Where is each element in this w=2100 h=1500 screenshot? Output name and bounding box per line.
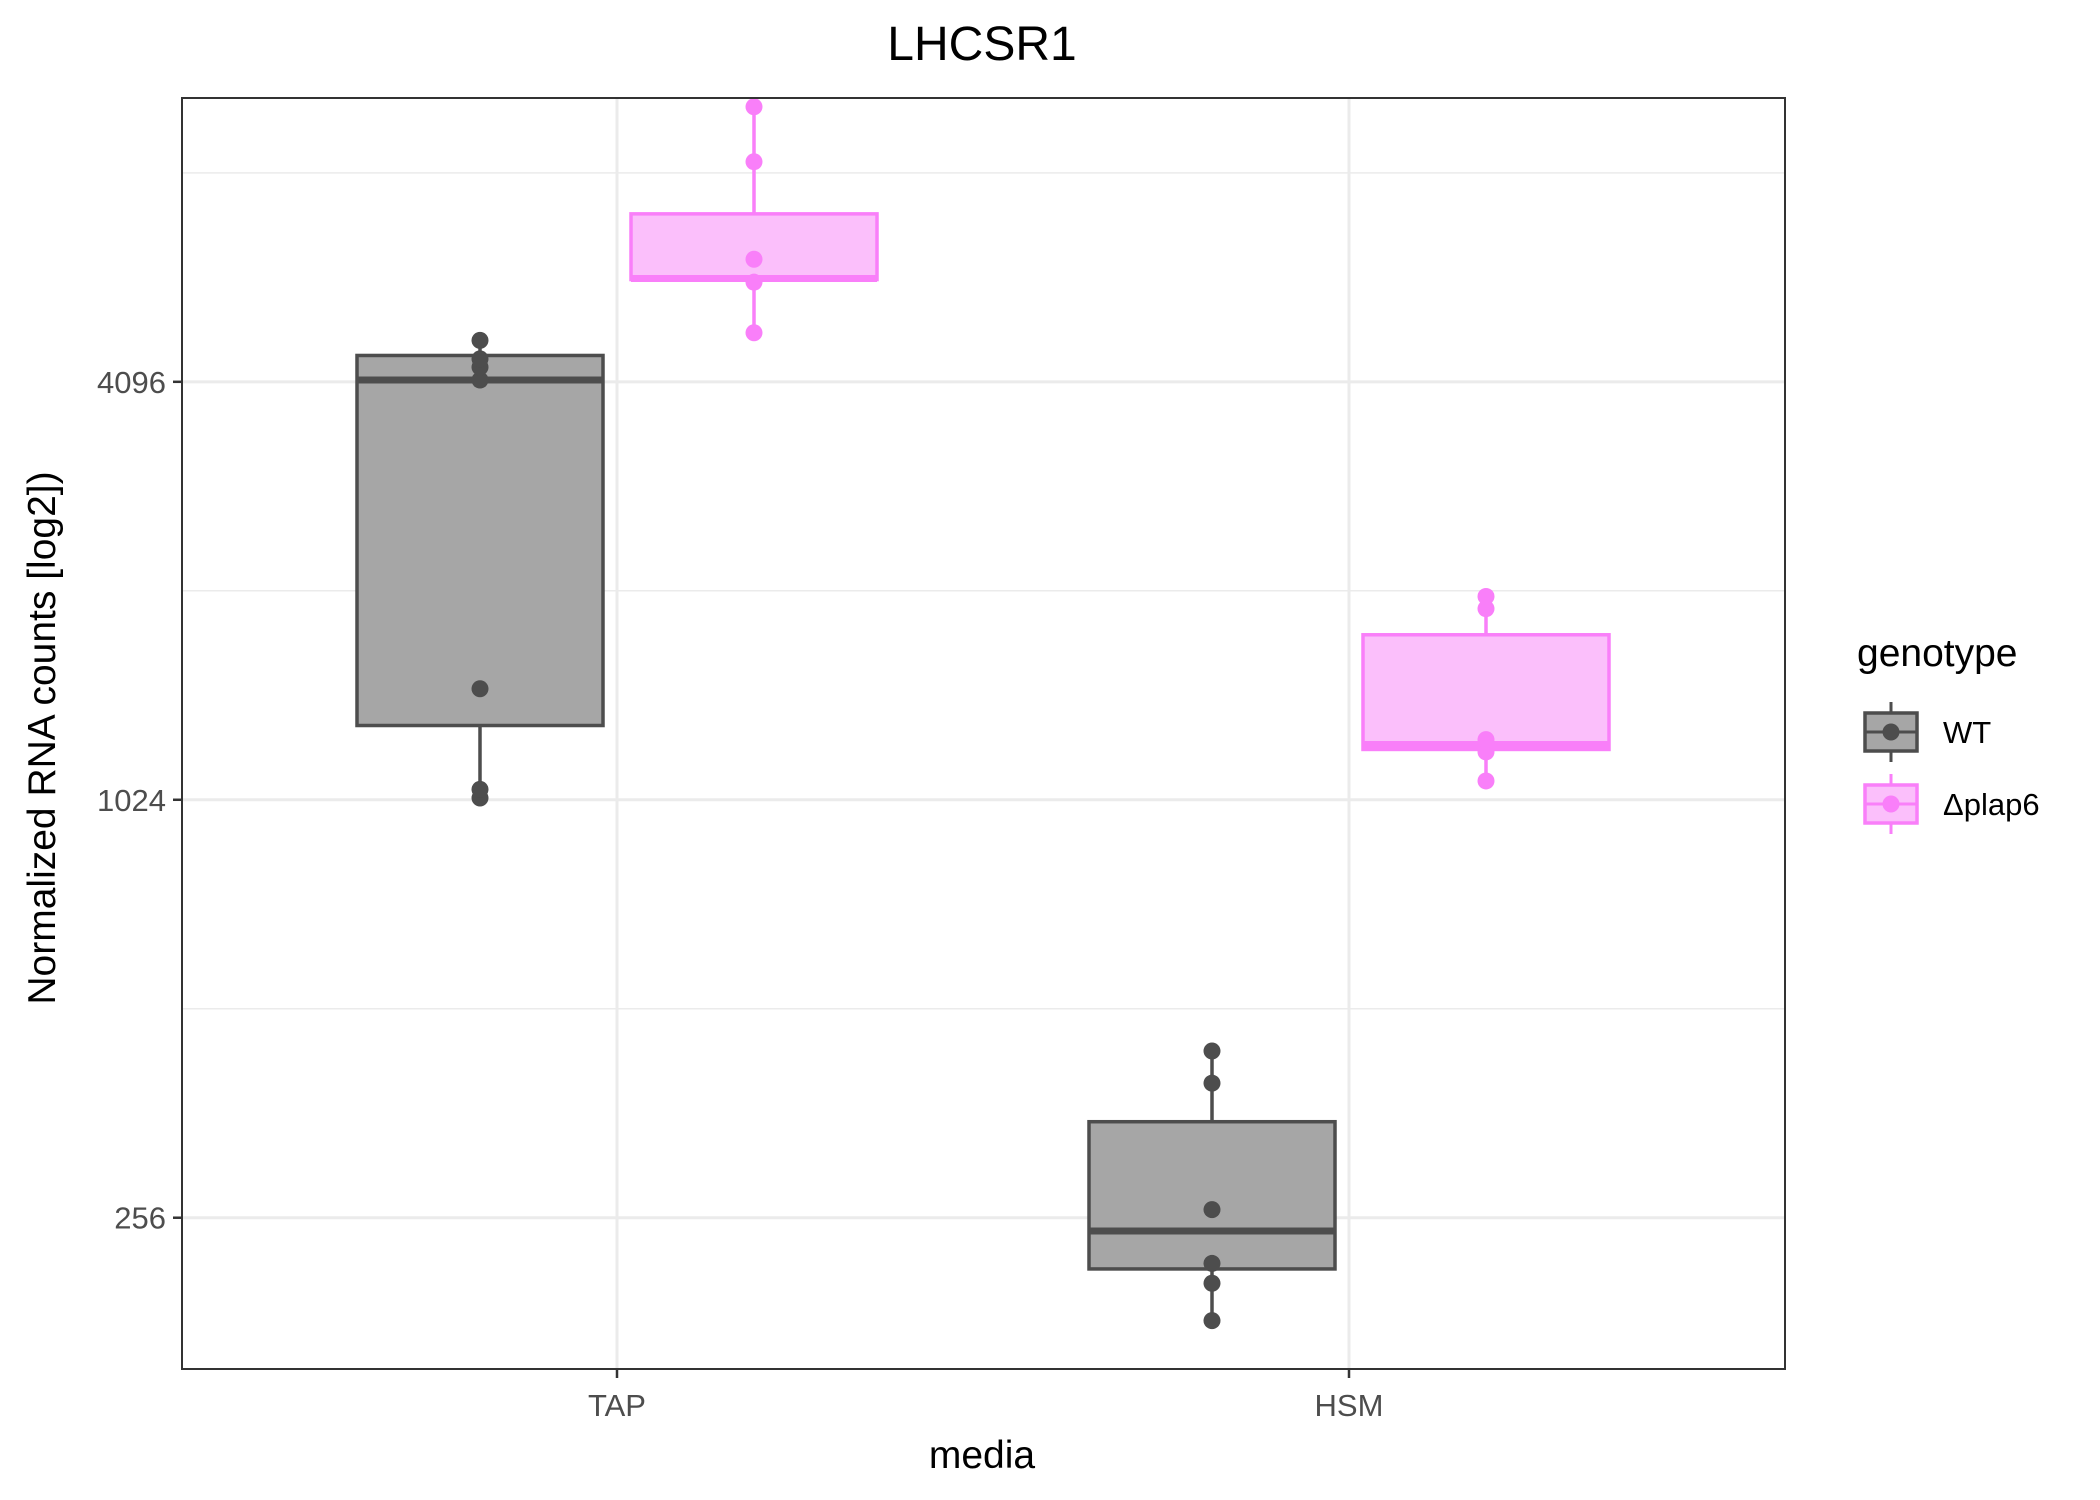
data-point bbox=[1203, 1042, 1221, 1060]
box bbox=[629, 212, 879, 282]
box-group bbox=[1087, 1042, 1337, 1330]
data-point bbox=[1477, 731, 1495, 749]
legend-label: WT bbox=[1943, 715, 1991, 750]
box-group bbox=[1361, 587, 1611, 790]
data-point bbox=[471, 371, 489, 389]
data-point bbox=[1477, 587, 1495, 605]
legend-key bbox=[1863, 774, 1919, 834]
box-group bbox=[355, 331, 605, 807]
legend: genotype WT Δplap6 bbox=[1857, 632, 2040, 834]
box bbox=[355, 353, 605, 728]
x-tick-label: HSM bbox=[1315, 1388, 1384, 1423]
y-tick-label: 1024 bbox=[97, 783, 166, 818]
box bbox=[1361, 633, 1611, 752]
data-point bbox=[745, 324, 763, 342]
legend-key bbox=[1863, 702, 1919, 762]
data-point bbox=[745, 273, 763, 291]
plot-panel: 256 1024 4096 TAP HSM bbox=[97, 97, 1786, 1423]
data-point bbox=[1477, 743, 1495, 761]
data-point bbox=[745, 98, 763, 116]
legend-title: genotype bbox=[1857, 632, 2017, 675]
legend-key-point bbox=[1882, 795, 1900, 813]
data-point bbox=[1203, 1254, 1221, 1272]
data-point bbox=[745, 153, 763, 171]
box-group bbox=[629, 98, 879, 342]
y-tick-label: 256 bbox=[114, 1201, 166, 1236]
data-point bbox=[1477, 772, 1495, 790]
data-point bbox=[471, 780, 489, 798]
data-point bbox=[1203, 1201, 1221, 1219]
data-point bbox=[745, 250, 763, 268]
data-point bbox=[1203, 1312, 1221, 1330]
legend-key-point bbox=[1882, 723, 1900, 741]
x-axis-title: media bbox=[929, 1434, 1036, 1477]
data-point bbox=[471, 331, 489, 349]
data-point bbox=[1203, 1074, 1221, 1092]
y-axis-title: Normalized RNA counts [log2]) bbox=[21, 471, 64, 1004]
box bbox=[1087, 1119, 1337, 1271]
data-point bbox=[1477, 600, 1495, 618]
y-tick-label: 4096 bbox=[97, 365, 166, 400]
data-point bbox=[1203, 1274, 1221, 1292]
data-point bbox=[471, 350, 489, 368]
x-tick-label: TAP bbox=[588, 1388, 646, 1423]
panel-border bbox=[181, 97, 1786, 1370]
chart-title: LHCSR1 bbox=[887, 18, 1076, 71]
data-point bbox=[471, 680, 489, 698]
legend-label: Δplap6 bbox=[1943, 787, 2040, 822]
